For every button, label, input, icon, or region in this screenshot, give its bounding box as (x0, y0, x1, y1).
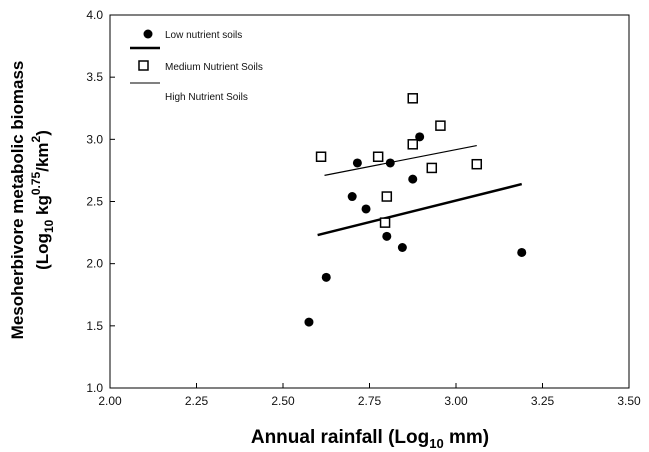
regression-lines (317, 144, 523, 237)
point-low-nutrient (408, 174, 418, 184)
x-tick-label: 3.25 (531, 394, 555, 408)
x-axis-title-main: Annual rainfall (Log (251, 427, 429, 448)
point-medium-nutrient (315, 151, 327, 162)
legend-label-low-nutrient: Low nutrient soils (165, 30, 242, 41)
fit-line-high-nutrient-soils (324, 144, 477, 176)
y-tick-label: 1.0 (86, 381, 103, 395)
point-low-nutrient (361, 204, 371, 214)
point-low-nutrient (382, 231, 392, 241)
x-axis-title: Annual rainfall (Log10 mm) (251, 427, 489, 451)
y-tick-label: 2.5 (86, 195, 103, 209)
data-points (304, 93, 527, 327)
y-axis-title-sup: 0.75 (29, 171, 43, 195)
y-axis-title-part-b: kg (33, 195, 52, 220)
x-tick-label: 3.50 (617, 394, 641, 408)
point-medium-nutrient (471, 158, 483, 170)
y-axis-title-part-d: ) (33, 130, 52, 136)
y-axis-title-line1: Mesoherbivore metabolic biomass (8, 61, 27, 340)
legend-marker-low-nutrient (143, 29, 153, 39)
x-axis-title-subscript: 10 (429, 436, 443, 451)
y-tick-label: 1.5 (86, 319, 103, 333)
point-low-nutrient (352, 158, 362, 168)
point-medium-nutrient (381, 191, 393, 202)
point-medium-nutrient (426, 162, 438, 174)
y-axis-title-part-a: (Log (33, 233, 52, 270)
x-tick-label: 2.00 (98, 394, 122, 408)
legend: Low nutrient soils Medium Nutrient Soils… (130, 29, 263, 103)
x-tick-label: 2.50 (271, 394, 295, 408)
legend-marker-medium-nutrient (138, 60, 149, 71)
x-axis-title-tail: mm) (444, 427, 489, 448)
legend-label-high-nutrient: High Nutrient Soils (165, 92, 248, 103)
y-tick-label: 2.0 (86, 257, 103, 271)
point-medium-nutrient (372, 151, 384, 162)
x-axis-ticks: 2.00 2.25 2.50 2.75 3.00 3.25 3.50 (98, 383, 641, 408)
point-low-nutrient (304, 317, 314, 327)
y-axis-title-line2: (Log10 kg0.75/km2) (29, 130, 56, 270)
y-axis-title-sup2: 2 (29, 135, 43, 142)
point-medium-nutrient (407, 93, 418, 104)
y-tick-label: 3.0 (86, 132, 103, 146)
point-medium-nutrient (379, 217, 391, 228)
legend-label-medium-nutrient: Medium Nutrient Soils (165, 62, 263, 73)
point-low-nutrient (517, 247, 527, 257)
x-tick-label: 2.25 (185, 394, 209, 408)
x-tick-label: 2.75 (358, 394, 382, 408)
fit-line-low-nutrient-soils (317, 182, 523, 237)
point-low-nutrient (347, 192, 357, 202)
y-axis-title-sub: 10 (42, 219, 56, 233)
y-tick-label: 4.0 (86, 8, 103, 22)
point-medium-nutrient (407, 139, 418, 150)
point-medium-nutrient (435, 120, 446, 131)
y-axis-title-part-c: /km (33, 142, 52, 171)
point-low-nutrient (397, 243, 407, 253)
y-axis-ticks: 1.0 1.5 2.0 2.5 3.0 3.5 4.0 (86, 8, 115, 395)
x-tick-label: 3.00 (444, 394, 468, 408)
y-tick-label: 3.5 (86, 70, 103, 84)
point-low-nutrient (321, 272, 331, 282)
point-low-nutrient (385, 158, 395, 168)
